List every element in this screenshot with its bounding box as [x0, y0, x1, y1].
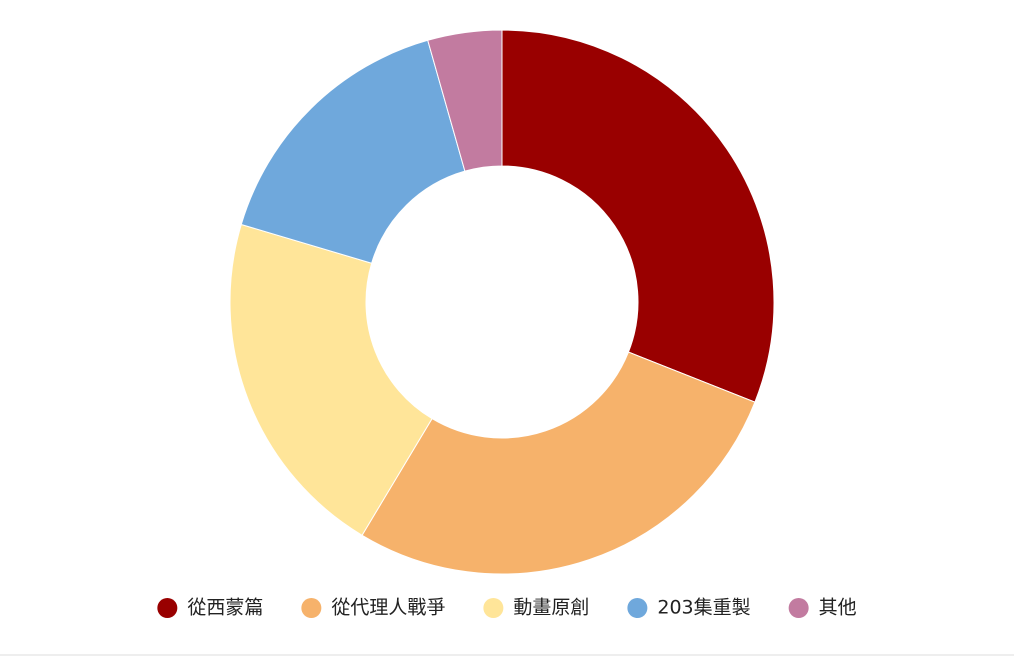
legend-swatch	[301, 598, 322, 618]
donut-slice	[361, 351, 756, 575]
legend-swatch	[788, 598, 809, 618]
legend-swatch	[627, 598, 648, 618]
donut-slice	[501, 29, 775, 403]
donut-slice	[240, 39, 466, 264]
donut-slice	[427, 29, 503, 172]
legend-swatch	[157, 598, 178, 618]
donut-slice	[229, 223, 433, 536]
legend-label: 203集重製	[657, 597, 750, 619]
legend-label: 動畫原創	[513, 597, 589, 619]
legend-label: 從西蒙篇	[187, 597, 263, 619]
legend-label: 從代理人戰爭	[331, 597, 445, 619]
legend-swatch	[483, 598, 504, 618]
legend-label: 其他	[819, 597, 857, 619]
